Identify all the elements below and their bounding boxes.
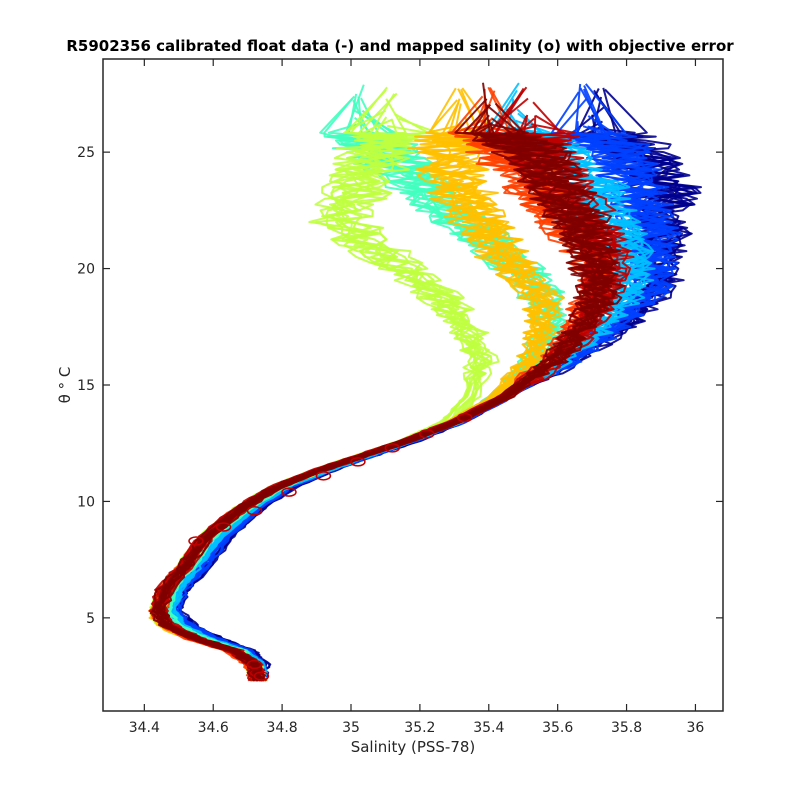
x-tick-label: 35.8	[611, 720, 642, 736]
x-axis: 34.4 34.6 34.8 35 35.2 35.4 35.6 35.8 36	[129, 59, 705, 736]
profile-lines	[148, 82, 702, 682]
y-axis: 5 10 15 20 25	[77, 145, 723, 627]
x-tick-label: 36	[687, 720, 705, 736]
mapped-salinity-marker	[419, 429, 435, 439]
mapped-salinity-marker	[246, 659, 263, 670]
y-axis-label: θ ° C	[56, 367, 74, 404]
y-tick-label: 5	[86, 611, 95, 627]
mapped-salinity-marker	[350, 457, 366, 467]
profile-line	[158, 125, 610, 681]
x-tick-label: 35	[342, 720, 360, 736]
y-tick-label: 15	[77, 378, 95, 394]
mapped-salinity-markers	[188, 412, 473, 681]
y-tick-label: 10	[77, 494, 95, 510]
mapped-salinity-marker	[384, 443, 401, 453]
mapped-salinity-marker	[456, 412, 473, 423]
mapped-salinity-marker	[215, 522, 232, 532]
x-axis-label: Salinity (PSS-78)	[351, 738, 476, 756]
profile-line	[149, 82, 611, 682]
y-tick-label: 20	[77, 262, 95, 278]
mapped-salinity-marker	[281, 487, 297, 497]
x-tick-label: 35.4	[473, 720, 504, 736]
mapped-salinity-marker	[246, 505, 263, 516]
x-tick-label: 34.4	[129, 720, 160, 736]
y-tick-label: 25	[77, 145, 95, 161]
x-tick-label: 34.8	[267, 720, 298, 736]
x-tick-label: 35.6	[542, 720, 573, 736]
x-tick-label: 35.2	[404, 720, 435, 736]
x-tick-label: 34.6	[198, 720, 229, 736]
chart-title: R5902356 calibrated float data (-) and m…	[66, 37, 734, 55]
mapped-salinity-marker	[315, 471, 332, 481]
mapped-salinity-marker	[188, 536, 204, 546]
mapped-salinity-marker	[253, 671, 270, 681]
